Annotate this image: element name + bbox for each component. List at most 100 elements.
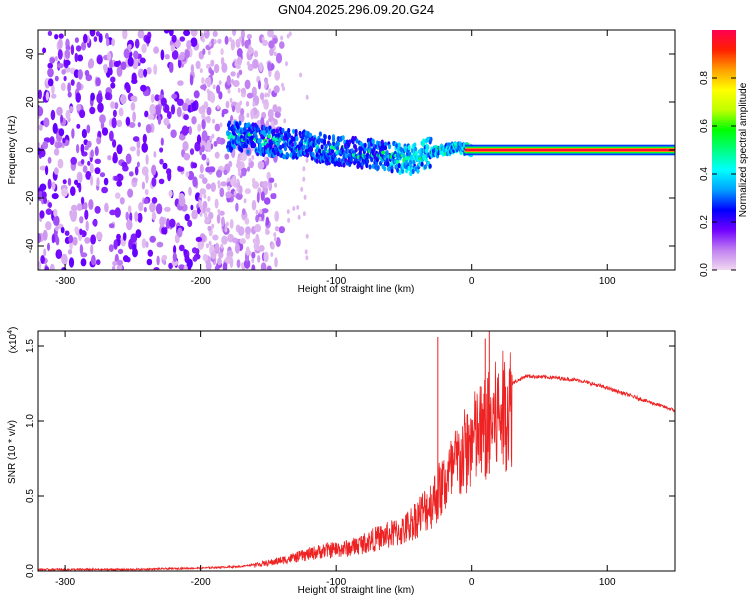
noise-blob <box>69 105 74 113</box>
noise-blob <box>171 93 178 100</box>
noise-blob <box>188 126 192 135</box>
noise-blob <box>211 133 215 139</box>
noise-blob <box>203 103 207 109</box>
noise-blob <box>266 265 272 270</box>
noise-blob <box>94 206 101 214</box>
noise-blob <box>80 159 85 165</box>
noise-blob <box>273 51 277 57</box>
noise-blob <box>164 206 171 212</box>
noise-blob <box>253 50 259 58</box>
spectrogram-cells <box>38 30 675 270</box>
noise-blob <box>229 97 233 103</box>
signal-blob <box>354 147 358 153</box>
noise-blob <box>42 141 49 150</box>
y-tick-label: 0.5 <box>25 489 36 503</box>
x-tick-label: 100 <box>599 577 616 588</box>
noise-blob <box>121 161 128 168</box>
noise-blob <box>258 245 265 252</box>
signal-blob <box>253 142 257 148</box>
noise-blob <box>131 72 137 83</box>
x-tick-label: 0 <box>469 577 475 588</box>
noise-blob <box>280 35 284 41</box>
noise-blob <box>47 242 50 252</box>
noise-blob <box>62 137 66 144</box>
signal-blob <box>227 141 231 147</box>
noise-blob <box>112 109 117 118</box>
noise-blob <box>67 249 73 255</box>
noise-blob <box>213 141 218 147</box>
noise-blob <box>62 179 67 185</box>
noise-blob <box>227 185 231 191</box>
noise-blob <box>75 92 81 103</box>
noise-blob <box>210 59 215 67</box>
noise-blob <box>123 48 130 59</box>
signal-blob <box>263 131 267 138</box>
noise-blob <box>283 118 287 124</box>
noise-blob <box>74 226 79 234</box>
noise-blob <box>196 207 201 215</box>
noise-blob <box>274 226 280 232</box>
noise-blob <box>256 245 260 251</box>
snr-y-ticks: 0.0 0.5 1.0 1.5 <box>25 339 675 578</box>
noise-blob <box>80 41 87 51</box>
noise-blob <box>264 92 268 98</box>
noise-blob <box>149 202 156 213</box>
noise-blob <box>201 77 205 84</box>
noise-blob <box>101 186 108 194</box>
noise-blob <box>177 166 185 172</box>
noise-blob <box>160 137 164 146</box>
snr-spikes <box>437 331 490 520</box>
noise-blob <box>77 54 84 62</box>
noise-blob <box>141 142 148 153</box>
noise-blob <box>108 223 115 229</box>
signal-blob <box>395 163 399 169</box>
noise-blob <box>273 156 278 162</box>
noise-blob <box>227 88 231 94</box>
noise-blob <box>146 67 152 75</box>
noise-blob <box>235 102 241 114</box>
noise-blob <box>132 177 138 183</box>
noise-blob <box>45 91 50 101</box>
noise-blob <box>129 212 133 223</box>
noise-blob <box>236 157 241 169</box>
noise-blob <box>238 171 241 177</box>
signal-blob <box>262 125 266 131</box>
noise-blob <box>168 262 174 270</box>
noise-blob <box>129 146 136 152</box>
noise-blob <box>155 203 163 215</box>
noise-blob <box>206 88 210 94</box>
noise-blob <box>197 123 202 132</box>
noise-blob <box>221 62 228 73</box>
noise-blob <box>252 101 256 107</box>
noise-blob <box>48 202 52 208</box>
noise-blob <box>79 109 86 119</box>
noise-blob <box>212 234 219 241</box>
noise-blob <box>201 145 205 153</box>
noise-blob <box>76 203 83 212</box>
noise-blob <box>233 190 237 196</box>
signal-blob <box>292 136 296 142</box>
noise-blob <box>87 160 91 166</box>
y-tick-label: -40 <box>25 238 36 253</box>
noise-blob <box>236 72 240 79</box>
noise-blob <box>221 111 225 118</box>
signal-blob <box>422 138 426 144</box>
noise-blob <box>204 116 208 122</box>
noise-blob <box>181 125 189 136</box>
noise-blob <box>112 139 117 148</box>
spectrogram-y-ticks: -40 -20 0 20 40 <box>25 48 675 253</box>
noise-blob <box>47 30 53 36</box>
y-tick-label: 1.0 <box>25 414 36 428</box>
noise-blob <box>226 250 234 259</box>
noise-blob <box>90 244 94 255</box>
noise-blob <box>230 178 236 187</box>
noise-blob <box>176 106 182 118</box>
x-tick-label: -300 <box>55 577 75 588</box>
noise-blob <box>165 218 171 229</box>
signal-blob <box>341 135 345 141</box>
noise-blob <box>51 193 59 200</box>
noise-blob <box>58 33 64 39</box>
noise-blob <box>281 82 284 88</box>
noise-blob <box>214 198 219 209</box>
noise-blob <box>83 202 88 210</box>
